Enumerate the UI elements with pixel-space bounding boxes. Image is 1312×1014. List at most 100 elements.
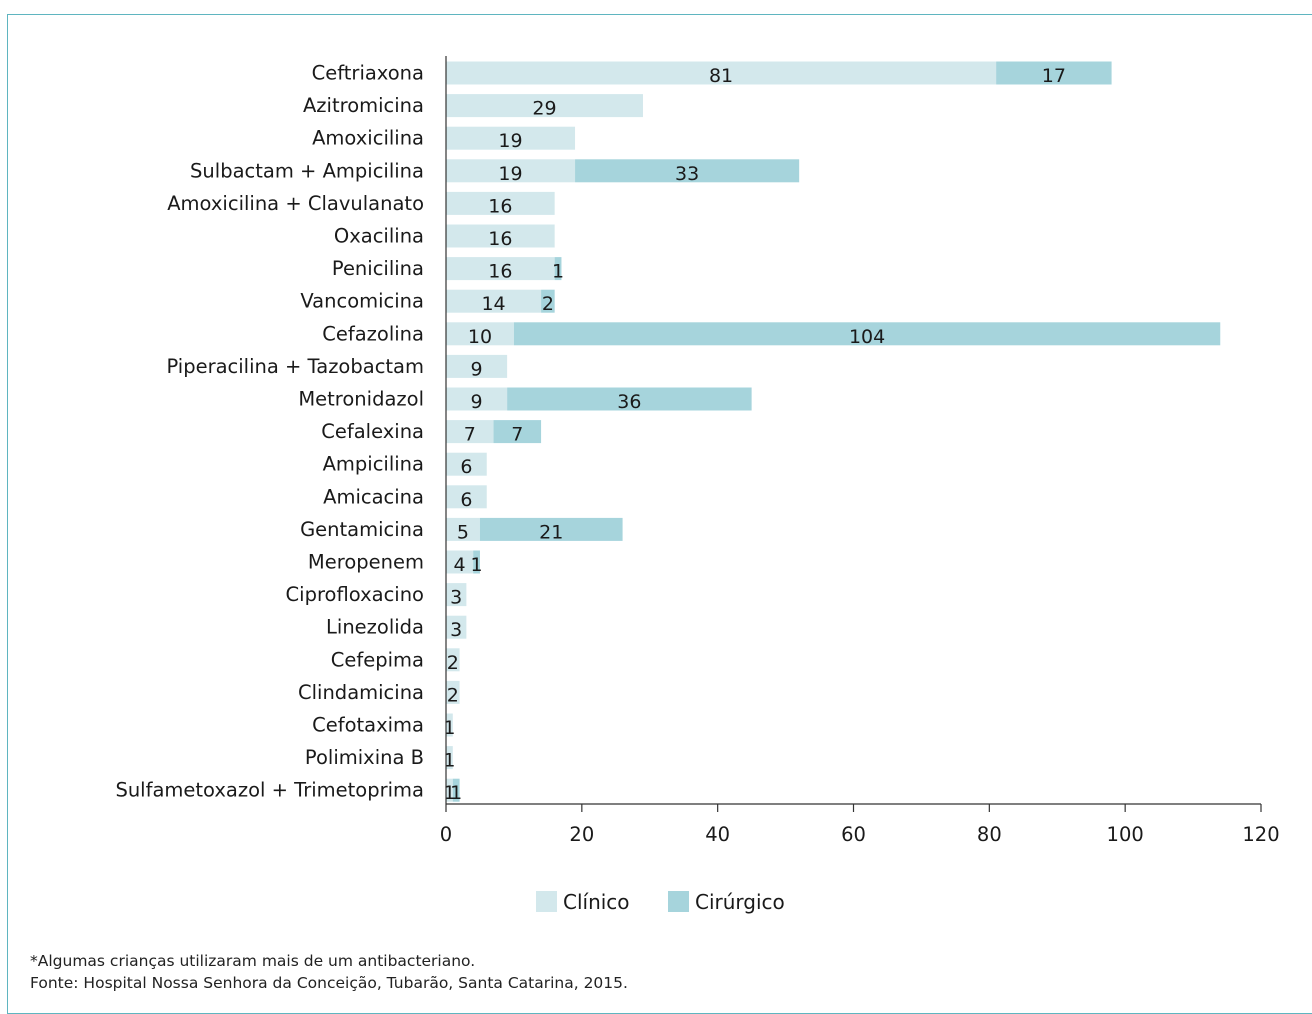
legend-swatch-cirurgico bbox=[668, 891, 689, 912]
bar-clinico bbox=[446, 94, 643, 118]
bar-cirurgico bbox=[996, 61, 1112, 85]
bar-clinico bbox=[446, 126, 576, 150]
x-tick-label: 40 bbox=[705, 823, 730, 846]
bar-cirurgico bbox=[479, 517, 623, 541]
bar-cirurgico bbox=[493, 420, 542, 444]
bar-clinico bbox=[446, 257, 555, 281]
data-label: 1 bbox=[443, 750, 455, 772]
category-label: Meropenem bbox=[308, 551, 424, 574]
x-tick-label: 60 bbox=[841, 823, 866, 846]
data-label: 19 bbox=[498, 130, 522, 152]
category-label: Ceftriaxona bbox=[312, 62, 424, 85]
data-label: 36 bbox=[617, 391, 641, 413]
data-label: 29 bbox=[532, 98, 556, 120]
data-label: 2 bbox=[447, 652, 459, 674]
data-label: 19 bbox=[498, 163, 522, 185]
footnote: *Algumas crianças utilizaram mais de um … bbox=[30, 952, 476, 970]
bar-clinico bbox=[446, 61, 997, 85]
bar-clinico bbox=[446, 517, 480, 541]
bar-clinico bbox=[446, 322, 514, 346]
category-label: Polimixina B bbox=[305, 746, 424, 769]
data-label: 1 bbox=[443, 717, 455, 739]
data-label: 2 bbox=[542, 293, 554, 315]
bar-clinico bbox=[446, 615, 467, 639]
category-label: Penicilina bbox=[332, 257, 424, 280]
data-label: 81 bbox=[709, 65, 733, 87]
category-label: Azitromicina bbox=[303, 94, 424, 117]
category-label: Amoxicilina + Clavulanato bbox=[167, 192, 424, 215]
bar-clinico bbox=[446, 191, 555, 215]
data-label: 7 bbox=[511, 424, 523, 446]
data-label: 10 bbox=[468, 326, 492, 348]
bar-clinico bbox=[446, 648, 460, 672]
legend-label-cirurgico: Cirúrgico bbox=[695, 890, 785, 914]
bar-clinico bbox=[446, 550, 474, 574]
category-label: Cefotaxima bbox=[312, 714, 424, 737]
data-label: 7 bbox=[464, 424, 476, 446]
category-label: Sulfametoxazol + Trimetoprima bbox=[115, 779, 424, 802]
data-label: 6 bbox=[460, 456, 472, 478]
bar-clinico bbox=[446, 452, 487, 476]
category-label: Vancomicina bbox=[300, 290, 424, 313]
bar-cirurgico bbox=[554, 257, 562, 281]
data-label: 17 bbox=[1042, 65, 1066, 87]
bar-clinico bbox=[446, 680, 460, 704]
data-label: 1 bbox=[450, 782, 462, 804]
data-label: 104 bbox=[849, 326, 885, 348]
data-label: 16 bbox=[488, 261, 512, 283]
data-label: 33 bbox=[675, 163, 699, 185]
category-label: Clindamicina bbox=[298, 681, 424, 704]
bar-cirurgico bbox=[541, 289, 555, 313]
category-label: Sulbactam + Ampicilina bbox=[190, 159, 424, 182]
bar-cirurgico bbox=[452, 778, 460, 802]
category-label: Piperacilina + Tazobactam bbox=[166, 355, 424, 378]
category-label: Ampicilina bbox=[323, 453, 424, 476]
source-note: Fonte: Hospital Nossa Senhora da Conceiç… bbox=[30, 974, 628, 992]
bar-cirurgico bbox=[473, 550, 480, 574]
bar-clinico bbox=[446, 354, 508, 378]
x-tick-label: 0 bbox=[440, 823, 452, 846]
legend-swatch-clinico bbox=[536, 891, 557, 912]
bar-clinico bbox=[446, 159, 576, 183]
bar-clinico bbox=[446, 778, 453, 802]
x-tick-label: 100 bbox=[1107, 823, 1144, 846]
bar-clinico bbox=[446, 746, 453, 770]
data-label: 3 bbox=[450, 587, 462, 609]
x-tick-label: 120 bbox=[1242, 823, 1279, 846]
category-label: Linezolida bbox=[326, 616, 424, 639]
category-label: Cefalexina bbox=[321, 420, 424, 443]
data-label: 16 bbox=[488, 228, 512, 250]
data-label: 6 bbox=[460, 489, 472, 511]
data-label: 16 bbox=[488, 195, 512, 217]
x-tick-label: 20 bbox=[569, 823, 594, 846]
bar-clinico bbox=[446, 485, 487, 509]
bar-cirurgico bbox=[575, 159, 800, 183]
category-label: Amoxicilina bbox=[312, 127, 424, 150]
category-label: Cefepima bbox=[331, 648, 424, 671]
category-label: Amicacina bbox=[323, 485, 424, 508]
bar-clinico bbox=[446, 387, 508, 411]
data-label: 4 bbox=[454, 554, 466, 576]
data-label: 21 bbox=[539, 521, 563, 543]
data-label: 2 bbox=[447, 684, 459, 706]
bar-cirurgico bbox=[513, 322, 1221, 346]
data-label: 5 bbox=[457, 521, 469, 543]
data-label: 9 bbox=[471, 391, 483, 413]
x-tick-label: 80 bbox=[977, 823, 1002, 846]
bar-clinico bbox=[446, 224, 555, 248]
data-label: 9 bbox=[471, 358, 483, 380]
data-label: 3 bbox=[450, 619, 462, 641]
bar-clinico bbox=[446, 713, 453, 737]
category-label: Oxacilina bbox=[334, 225, 424, 248]
data-label: 1 bbox=[552, 261, 564, 283]
bar-cirurgico bbox=[507, 387, 752, 411]
legend-label-clinico: Clínico bbox=[563, 890, 630, 914]
bar-clinico bbox=[446, 420, 494, 444]
category-label: Gentamicina bbox=[300, 518, 424, 541]
category-label: Metronidazol bbox=[298, 388, 424, 411]
category-label: Cefazolina bbox=[322, 322, 424, 345]
data-label: 14 bbox=[481, 293, 505, 315]
category-label: Ciprofloxacino bbox=[286, 583, 424, 606]
data-label: 1 bbox=[471, 554, 483, 576]
